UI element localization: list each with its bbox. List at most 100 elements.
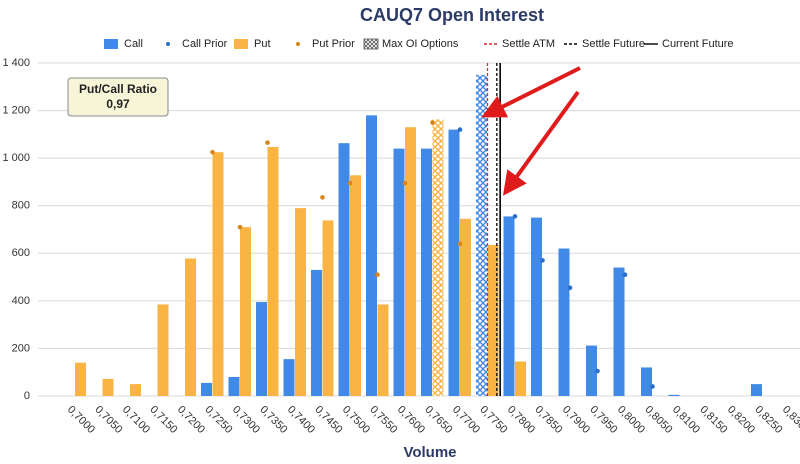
prior-dot [457, 241, 463, 247]
legend-swatch [363, 38, 379, 50]
legend-label: Settle Future [582, 38, 645, 50]
x-tick-label: 0,7550 [367, 404, 399, 436]
prior-dot [622, 272, 628, 277]
bar [295, 208, 306, 396]
y-tick-label: 1 400 [2, 57, 30, 69]
chart-title: CAUQ7 Open Interest [360, 5, 544, 25]
legend-label: Put [254, 38, 271, 50]
bar [185, 258, 196, 396]
x-tick-label: 0,7100 [120, 404, 152, 436]
bar [613, 267, 625, 396]
bar [350, 175, 361, 396]
bar [201, 382, 212, 396]
bar [157, 304, 169, 396]
y-tick-label: 600 [12, 247, 30, 259]
prior-dot [210, 149, 215, 155]
x-tick-label: 0,7700 [450, 404, 482, 436]
x-tick-label: 0,7350 [257, 404, 289, 436]
bar [460, 218, 471, 396]
x-tick-label: 0,8100 [670, 404, 702, 436]
x-tick-label: 0,8300 [780, 404, 800, 436]
prior-dot [567, 285, 573, 291]
max-oi-bar [476, 74, 487, 397]
x-tick-label: 0,7300 [230, 404, 262, 436]
bar [366, 115, 377, 396]
annotation-box: Put/Call Ratio 0,97 [67, 77, 169, 117]
x-axis-label: Volume [403, 444, 456, 461]
annotation-bg [67, 77, 169, 117]
legend-swatch [234, 39, 248, 49]
x-tick-label: 0,7650 [422, 404, 454, 436]
legend-label: Settle ATM [502, 38, 555, 50]
bar [228, 376, 240, 396]
prior-dot [347, 180, 353, 186]
bar [641, 367, 652, 396]
bar [558, 248, 570, 396]
prior-dot [430, 120, 435, 125]
x-tick-label: 0,8250 [752, 404, 784, 436]
legend-swatch [104, 39, 118, 49]
prior-dot [402, 180, 408, 186]
bar [338, 143, 350, 396]
prior-dot [375, 272, 380, 277]
bar [421, 148, 432, 396]
bar [393, 148, 405, 396]
x-tick-label: 0,7750 [477, 404, 509, 436]
bar [531, 217, 542, 396]
x-tick-label: 0,7600 [395, 404, 427, 436]
legend: Call Call Prior Put Put Prior Max OI Options… [104, 38, 734, 50]
prior-dot [540, 258, 545, 263]
prior-dot [595, 368, 600, 374]
prior-dot [650, 384, 655, 389]
bar [75, 362, 86, 396]
x-tick-label: 0,7450 [312, 404, 344, 436]
arrow [481, 66, 581, 118]
bar [322, 220, 334, 396]
x-tick-label: 0,7950 [587, 404, 619, 436]
x-tick-label: 0,7500 [340, 404, 372, 436]
y-tick-label: 1 000 [2, 152, 30, 164]
x-tick-label: 0,7150 [147, 404, 179, 436]
legend-label: Put Prior [312, 38, 355, 50]
bar [751, 384, 762, 396]
x-tick-label: 0,8000 [615, 404, 647, 436]
bar [102, 378, 114, 396]
x-tick-label: 0,7900 [560, 404, 592, 436]
x-tick-label: 0,7800 [505, 404, 537, 436]
legend-swatch [296, 42, 300, 46]
bar [503, 216, 515, 396]
y-tick-label: 0 [24, 390, 30, 402]
bar [487, 244, 499, 396]
bar [283, 359, 295, 396]
annotation-text: 0,97 [106, 97, 130, 111]
bar [586, 345, 597, 396]
bar [240, 227, 251, 396]
x-tick-label: 0,7050 [92, 404, 124, 436]
bar [377, 304, 389, 396]
bar [405, 127, 416, 396]
prior-dot [265, 140, 270, 145]
y-tick-label: 400 [12, 295, 30, 307]
x-tick-label: 0,7850 [532, 404, 564, 436]
legend-label: Max OI Options [382, 38, 459, 50]
plot [75, 63, 762, 397]
bar [448, 129, 460, 396]
bar [256, 302, 267, 396]
legend-label: Call [124, 38, 143, 50]
arrow [502, 90, 580, 196]
annotation-title: Put/Call Ratio [79, 82, 157, 96]
x-tick-label: 0,7000 [65, 404, 97, 436]
prior-dot [512, 214, 518, 219]
legend-swatch [166, 42, 170, 46]
bar [515, 361, 526, 396]
bar [130, 384, 141, 396]
max-oi-bar [432, 119, 444, 397]
x-tick-label: 0,8200 [725, 404, 757, 436]
bar [668, 394, 680, 396]
prior-dot [320, 195, 325, 200]
arrows [481, 66, 581, 196]
legend-label: Current Future [662, 38, 734, 50]
y-tick-label: 200 [12, 342, 30, 354]
bar [311, 269, 322, 396]
